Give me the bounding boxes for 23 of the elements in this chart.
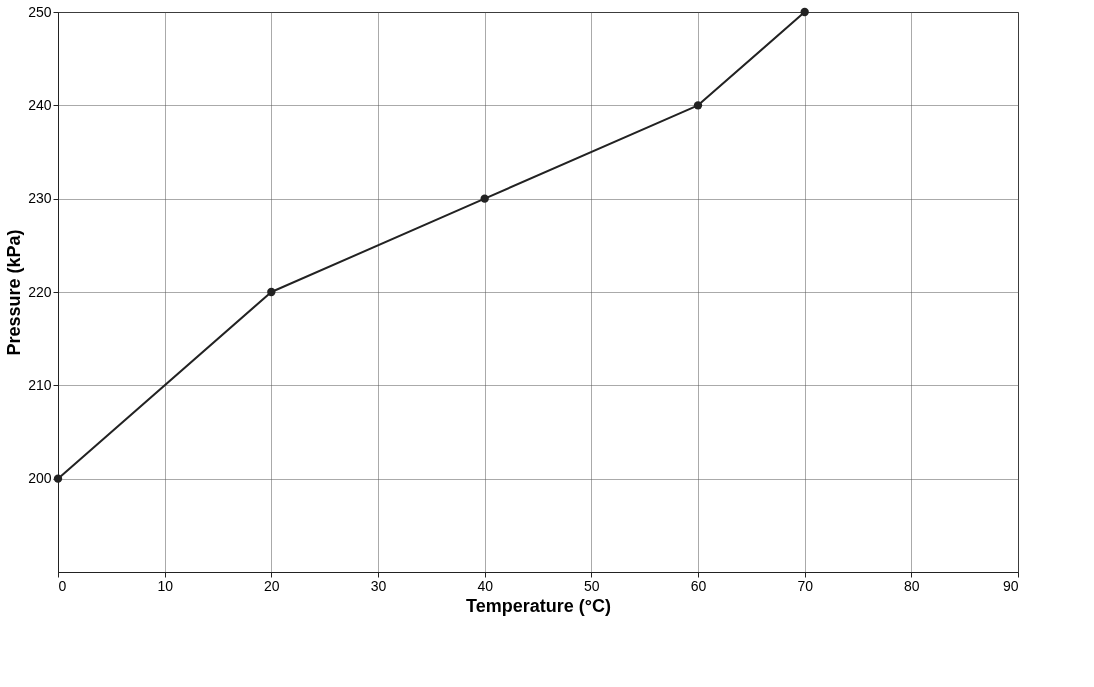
y-tick-label: 240 bbox=[28, 96, 52, 113]
x-tick-label: 90 bbox=[1002, 577, 1019, 594]
x-tick-label: 20 bbox=[264, 577, 280, 594]
x-tick-label: 0 bbox=[58, 577, 67, 594]
x-tick-label: 70 bbox=[797, 577, 814, 594]
point bbox=[800, 7, 809, 17]
x-tick-label: 30 bbox=[370, 577, 387, 594]
x-tick-label: 80 bbox=[904, 577, 920, 594]
y-axis-title: Pressure (kPa) bbox=[4, 229, 25, 356]
y-tick-label: 220 bbox=[28, 283, 52, 300]
x-tick-label: 50 bbox=[584, 577, 600, 594]
x-tick-label: 40 bbox=[477, 577, 494, 594]
x-tick-label: 10 bbox=[157, 577, 174, 594]
point bbox=[267, 287, 276, 297]
point bbox=[53, 474, 63, 483]
y-tick-label: 250 bbox=[28, 3, 52, 20]
point bbox=[480, 194, 489, 203]
point bbox=[693, 101, 703, 110]
y-tick-label: 210 bbox=[28, 376, 52, 393]
y-tick-label: 200 bbox=[28, 470, 52, 487]
y-tick-label: 230 bbox=[28, 190, 52, 207]
x-axis-title: Temperature (°C) bbox=[466, 595, 611, 616]
x-tick-label: 60 bbox=[690, 577, 707, 594]
